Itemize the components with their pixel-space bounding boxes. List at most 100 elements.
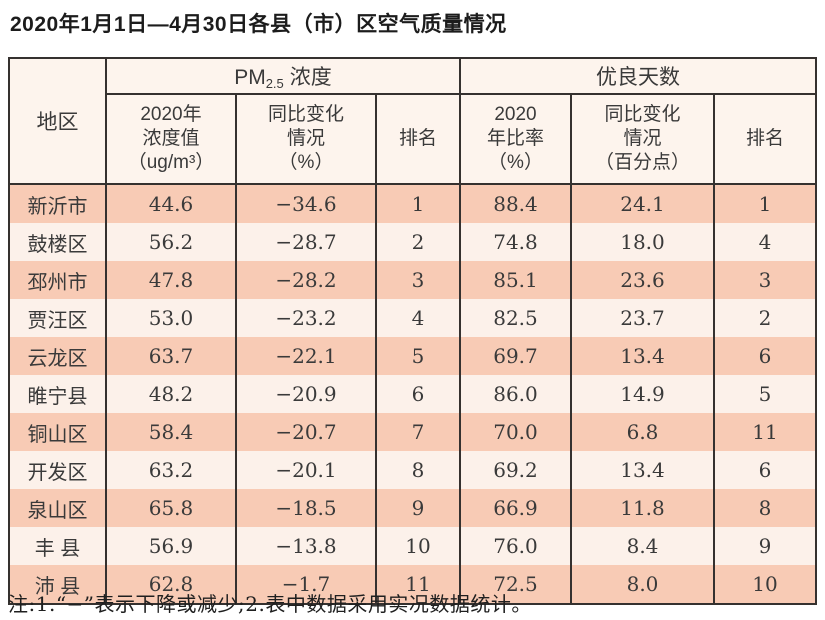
pm-value-cell: 56.9 bbox=[105, 527, 237, 565]
header-pm-rank: 排名 bbox=[375, 93, 461, 185]
pm-value-cell: 58.4 bbox=[105, 413, 237, 451]
header-pm-value: 2020年 浓度值 （ug/m³） bbox=[105, 93, 237, 185]
header-pm25-group: PM2.5 浓度 bbox=[105, 57, 461, 95]
pm-value-cell: 63.7 bbox=[105, 337, 237, 375]
region-cell: 开发区 bbox=[8, 451, 107, 489]
good-rank-cell: 8 bbox=[712, 489, 818, 527]
table-row: 睢宁县 48.2 −20.9 6 86.0 14.9 5 bbox=[8, 375, 818, 413]
good-rank-cell: 5 bbox=[712, 375, 818, 413]
pm25-label-pm: PM bbox=[234, 66, 266, 89]
good-rank-cell: 2 bbox=[712, 299, 818, 337]
pm-value-cell: 48.2 bbox=[105, 375, 237, 413]
pm-rank-cell: 8 bbox=[375, 451, 461, 489]
region-cell: 沛 县 bbox=[8, 565, 107, 604]
pm-change-cell: −22.1 bbox=[235, 337, 377, 375]
region-cell: 铜山区 bbox=[8, 413, 107, 451]
pm-value-cell: 63.2 bbox=[105, 451, 237, 489]
good-change-cell: 18.0 bbox=[570, 223, 715, 261]
good-rate-cell: 86.0 bbox=[459, 375, 572, 413]
good-change-cell: 13.4 bbox=[570, 337, 715, 375]
pm-change-cell: −28.2 bbox=[235, 261, 377, 299]
air-quality-table: 地区 PM2.5 浓度 优良天数 2020年 浓度值 （ug/m³） 同比变化 情… bbox=[8, 57, 818, 605]
good-rank-cell: 3 bbox=[712, 261, 818, 299]
good-change-cell: 23.6 bbox=[570, 261, 715, 299]
pm-value-cell: 44.6 bbox=[105, 184, 237, 223]
table-row: 云龙区 63.7 −22.1 5 69.7 13.4 6 bbox=[8, 337, 818, 375]
table-body: 新沂市 44.6 −34.6 1 88.4 24.1 1 鼓楼区 56.2 −2… bbox=[8, 184, 818, 604]
table-row: 贾汪区 53.0 −23.2 4 82.5 23.7 2 bbox=[8, 299, 818, 337]
pm-rank-cell: 3 bbox=[375, 261, 461, 299]
pm-rank-cell: 11 bbox=[375, 565, 461, 604]
good-rank-cell: 6 bbox=[712, 337, 818, 375]
table-row: 丰 县 56.9 −13.8 10 76.0 8.4 9 bbox=[8, 527, 818, 565]
good-change-cell: 24.1 bbox=[570, 184, 715, 223]
good-change-cell: 14.9 bbox=[570, 375, 715, 413]
good-rate-cell: 72.5 bbox=[459, 565, 572, 604]
good-rate-cell: 85.1 bbox=[459, 261, 572, 299]
region-cell: 丰 县 bbox=[8, 527, 107, 565]
good-change-cell: 11.8 bbox=[570, 489, 715, 527]
table-row: 新沂市 44.6 −34.6 1 88.4 24.1 1 bbox=[8, 184, 818, 223]
header-pm-change: 同比变化 情况 （%） bbox=[235, 93, 377, 185]
pm-rank-cell: 2 bbox=[375, 223, 461, 261]
header-group-row: 地区 PM2.5 浓度 优良天数 bbox=[8, 57, 818, 185]
table-row: 开发区 63.2 −20.1 8 69.2 13.4 6 bbox=[8, 451, 818, 489]
good-rate-cell: 82.5 bbox=[459, 299, 572, 337]
pm-change-cell: −23.2 bbox=[235, 299, 377, 337]
table-header: 地区 PM2.5 浓度 优良天数 2020年 浓度值 （ug/m³） 同比变化 情… bbox=[8, 57, 818, 185]
region-cell: 新沂市 bbox=[8, 184, 107, 223]
good-change-cell: 6.8 bbox=[570, 413, 715, 451]
region-cell: 云龙区 bbox=[8, 337, 107, 375]
pm-rank-cell: 6 bbox=[375, 375, 461, 413]
good-rank-cell: 11 bbox=[712, 413, 818, 451]
pm-change-cell: −13.8 bbox=[235, 527, 377, 565]
table-row: 鼓楼区 56.2 −28.7 2 74.8 18.0 4 bbox=[8, 223, 818, 261]
region-cell: 邳州市 bbox=[8, 261, 107, 299]
good-change-cell: 23.7 bbox=[570, 299, 715, 337]
pm-rank-cell: 9 bbox=[375, 489, 461, 527]
pm-change-cell: −28.7 bbox=[235, 223, 377, 261]
good-rate-cell: 88.4 bbox=[459, 184, 572, 223]
pm-value-cell: 53.0 bbox=[105, 299, 237, 337]
good-rank-cell: 6 bbox=[712, 451, 818, 489]
good-rate-cell: 70.0 bbox=[459, 413, 572, 451]
pm-change-cell: −1.7 bbox=[235, 565, 377, 604]
pm-change-cell: −18.5 bbox=[235, 489, 377, 527]
pm-value-cell: 62.8 bbox=[105, 565, 237, 604]
region-cell: 睢宁县 bbox=[8, 375, 107, 413]
good-rate-cell: 66.9 bbox=[459, 489, 572, 527]
pm-value-cell: 65.8 bbox=[105, 489, 237, 527]
good-change-cell: 8.4 bbox=[570, 527, 715, 565]
page-title: 2020年1月1日—4月30日各县（市）区空气质量情况 bbox=[10, 13, 507, 36]
header-good-change: 同比变化 情况 （百分点） bbox=[570, 93, 715, 185]
table-row: 泉山区 65.8 −18.5 9 66.9 11.8 8 bbox=[8, 489, 818, 527]
good-rate-cell: 69.7 bbox=[459, 337, 572, 375]
pm-rank-cell: 7 bbox=[375, 413, 461, 451]
good-rate-cell: 69.2 bbox=[459, 451, 572, 489]
pm-rank-cell: 5 bbox=[375, 337, 461, 375]
header-region: 地区 bbox=[8, 57, 107, 185]
pm-change-cell: −34.6 bbox=[235, 184, 377, 223]
pm25-label-subscript: 2.5 bbox=[265, 76, 284, 91]
good-rank-cell: 1 bbox=[712, 184, 818, 223]
good-rank-cell: 9 bbox=[712, 527, 818, 565]
pm-value-cell: 47.8 bbox=[105, 261, 237, 299]
good-change-cell: 8.0 bbox=[570, 565, 715, 604]
region-cell: 泉山区 bbox=[8, 489, 107, 527]
header-sub-row: 2020年 浓度值 （ug/m³） 同比变化 情况 （%） 排名 2020 年比… bbox=[9, 93, 818, 185]
pm-change-cell: −20.9 bbox=[235, 375, 377, 413]
header-good-rank: 排名 bbox=[712, 93, 818, 185]
good-rank-cell: 10 bbox=[712, 565, 818, 604]
good-rate-cell: 76.0 bbox=[459, 527, 572, 565]
pm-change-cell: −20.7 bbox=[235, 413, 377, 451]
pm-change-cell: −20.1 bbox=[235, 451, 377, 489]
pm-rank-cell: 1 bbox=[375, 184, 461, 223]
region-cell: 贾汪区 bbox=[8, 299, 107, 337]
pm-rank-cell: 10 bbox=[375, 527, 461, 565]
pm-value-cell: 56.2 bbox=[105, 223, 237, 261]
good-change-cell: 13.4 bbox=[570, 451, 715, 489]
good-rank-cell: 4 bbox=[712, 223, 818, 261]
header-good-rate: 2020 年比率 （%） bbox=[459, 93, 572, 185]
table-row: 铜山区 58.4 −20.7 7 70.0 6.8 11 bbox=[8, 413, 818, 451]
